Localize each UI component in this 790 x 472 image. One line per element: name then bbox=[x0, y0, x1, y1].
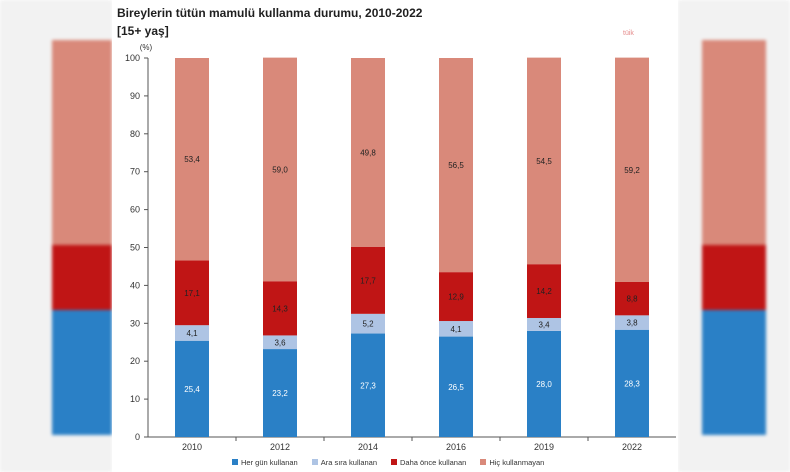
data-label: 28,3 bbox=[624, 379, 640, 388]
bar-segment-0 bbox=[439, 336, 473, 437]
y-tick-label: 70 bbox=[130, 167, 140, 177]
x-tick-label: 2014 bbox=[358, 442, 378, 452]
legend-label: Her gün kullanan bbox=[241, 457, 298, 467]
data-label: 3,8 bbox=[626, 319, 638, 328]
legend-label: Hiç kullanmayan bbox=[489, 457, 545, 467]
y-tick-label: 10 bbox=[130, 394, 140, 404]
background-bar-salmon bbox=[52, 40, 112, 245]
bar-segment-1 bbox=[175, 325, 209, 341]
background-left-panel bbox=[0, 0, 112, 472]
y-tick-label: 50 bbox=[130, 243, 140, 253]
background-bar-red bbox=[702, 245, 766, 310]
bar-segment-3 bbox=[439, 58, 473, 273]
bar-segment-2 bbox=[351, 246, 385, 314]
legend-label: Daha önce kullanan bbox=[400, 457, 467, 467]
data-label: 4,1 bbox=[186, 329, 198, 338]
chart-legend: Her gün kullanan Ara sıra kullanan Daha ön… bbox=[232, 456, 544, 468]
bar-segment-3 bbox=[263, 57, 297, 282]
x-tick-label: 2022 bbox=[622, 442, 642, 452]
chart-subtitle: [15+ yaş] bbox=[117, 24, 169, 38]
data-label: 59,0 bbox=[272, 165, 288, 174]
data-label: 14,2 bbox=[536, 287, 552, 296]
data-label: 5,2 bbox=[362, 320, 374, 329]
x-tick-label: 2019 bbox=[534, 442, 554, 452]
y-tick-label: 20 bbox=[130, 356, 140, 366]
y-tick-label: 100 bbox=[125, 53, 140, 63]
data-label: 59,2 bbox=[624, 166, 640, 175]
y-tick-label: 60 bbox=[130, 205, 140, 215]
bar-segment-1 bbox=[527, 317, 561, 331]
legend-label: Ara sıra kullanan bbox=[320, 457, 377, 467]
bar-segment-3 bbox=[175, 58, 209, 261]
data-label: 28,0 bbox=[536, 380, 552, 389]
legend-item: Daha önce kullanan bbox=[391, 458, 466, 467]
data-label: 17,1 bbox=[184, 289, 200, 298]
legend-swatch bbox=[232, 459, 238, 465]
bar-segment-2 bbox=[439, 272, 473, 322]
data-label: 23,2 bbox=[272, 389, 288, 398]
data-label: 26,5 bbox=[448, 383, 464, 392]
y-tick-label: 30 bbox=[130, 318, 140, 328]
background-bar-salmon bbox=[702, 40, 766, 245]
chart-title: Bireylerin tütün mamulü kullanma durumu,… bbox=[117, 6, 423, 20]
bar-segment-2 bbox=[615, 281, 649, 316]
bar-segment-2 bbox=[175, 260, 209, 326]
bar-segment-0 bbox=[263, 349, 297, 437]
y-tick-label: 0 bbox=[135, 432, 140, 442]
y-tick-label: 40 bbox=[130, 280, 140, 290]
legend-item: Hiç kullanmayan bbox=[480, 458, 544, 467]
bar-segment-0 bbox=[351, 333, 385, 437]
bar-segment-3 bbox=[527, 57, 561, 265]
legend-swatch bbox=[391, 459, 397, 465]
legend-swatch bbox=[480, 459, 487, 465]
data-label: 14,3 bbox=[272, 304, 288, 313]
bar-segment-0 bbox=[615, 329, 649, 437]
data-label: 25,4 bbox=[184, 385, 200, 394]
x-tick-label: 2012 bbox=[270, 442, 290, 452]
bar-segment-1 bbox=[351, 313, 385, 334]
bar-segment-1 bbox=[263, 335, 297, 350]
data-label: 53,4 bbox=[184, 155, 200, 164]
bar-segment-2 bbox=[527, 264, 561, 318]
data-label: 12,9 bbox=[448, 293, 464, 302]
background-bar-red bbox=[52, 245, 112, 310]
legend-swatch bbox=[311, 459, 318, 465]
bar-segment-0 bbox=[175, 340, 209, 437]
bar-segment-2 bbox=[263, 281, 297, 336]
data-label: 56,5 bbox=[448, 161, 464, 170]
legend-item: Her gün kullanan bbox=[232, 458, 298, 467]
y-axis-unit: (%) bbox=[140, 43, 153, 52]
data-label: 3,4 bbox=[538, 320, 550, 329]
bar-segment-3 bbox=[351, 58, 385, 247]
data-label: 8,8 bbox=[626, 295, 638, 304]
data-label: 27,3 bbox=[360, 381, 376, 390]
bar-segment-3 bbox=[615, 57, 649, 282]
bar-segment-1 bbox=[615, 315, 649, 330]
watermark-logo: tüik bbox=[623, 30, 634, 37]
x-tick-label: 2010 bbox=[182, 442, 202, 452]
bar-segment-1 bbox=[439, 321, 473, 337]
data-label: 17,7 bbox=[360, 276, 376, 285]
y-tick-label: 90 bbox=[130, 91, 140, 101]
data-label: 4,1 bbox=[450, 325, 462, 334]
y-tick-label: 80 bbox=[130, 129, 140, 139]
data-label: 3,6 bbox=[274, 338, 286, 347]
data-label: 54,5 bbox=[536, 157, 552, 166]
legend-item: Ara sıra kullanan bbox=[311, 457, 377, 467]
bar-segment-0 bbox=[527, 330, 561, 437]
background-right-panel bbox=[678, 0, 790, 472]
data-label: 49,8 bbox=[360, 148, 376, 157]
background-bar-blue bbox=[702, 310, 766, 435]
background-bar-blue bbox=[52, 310, 112, 435]
x-tick-label: 2016 bbox=[446, 442, 466, 452]
